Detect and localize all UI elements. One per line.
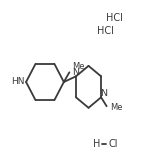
Text: H: H	[94, 139, 101, 149]
Text: N: N	[72, 68, 79, 77]
Text: HN: HN	[11, 78, 25, 86]
Text: Me: Me	[72, 62, 85, 71]
Text: Cl: Cl	[108, 139, 118, 149]
Text: HCl: HCl	[97, 26, 114, 36]
Text: N: N	[100, 89, 107, 98]
Text: Me: Me	[110, 103, 123, 112]
Text: HCl: HCl	[106, 13, 123, 23]
